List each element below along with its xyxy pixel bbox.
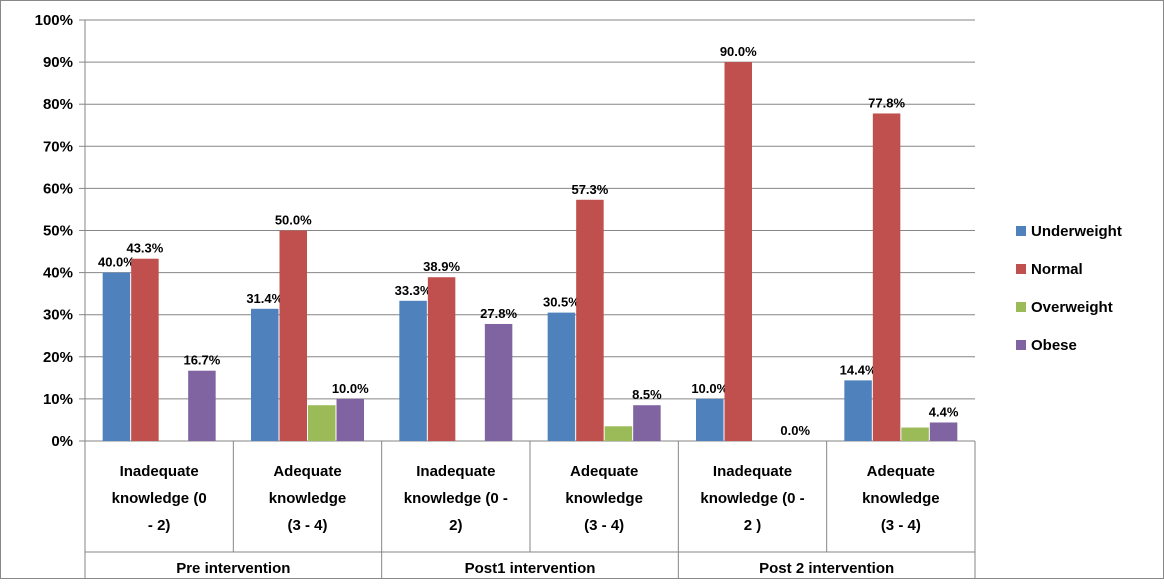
bar-obese — [633, 405, 661, 441]
bar-obese — [484, 323, 513, 441]
group-label: Post 2 intervention — [759, 560, 894, 577]
y-tick-label: 30% — [43, 307, 73, 324]
bar-obese — [188, 370, 216, 441]
bar-normal — [427, 277, 456, 441]
bar-overweight — [604, 426, 633, 441]
category-label: Adequate — [867, 463, 935, 480]
data-label: 38.9% — [423, 259, 460, 274]
category-label: 2) — [449, 517, 462, 534]
legend-label: Normal — [1031, 261, 1083, 278]
legend-label: Overweight — [1031, 299, 1113, 316]
bar-underweight — [844, 380, 872, 441]
bar-underweight — [399, 300, 427, 441]
y-tick-label: 20% — [43, 349, 73, 366]
bar-normal — [872, 113, 901, 441]
data-label: 14.4% — [840, 362, 877, 377]
data-label: 33.3% — [395, 283, 432, 298]
category-label: Adequate — [273, 463, 341, 480]
y-tick-label: 50% — [43, 223, 73, 240]
data-label: 40.0% — [98, 255, 135, 270]
data-label: 31.4% — [246, 291, 283, 306]
y-tick-label: 0% — [51, 433, 73, 450]
category-label: knowledge (0 — [112, 490, 207, 507]
bar-normal — [576, 199, 604, 441]
data-label: 10.0% — [332, 381, 369, 396]
category-label: Inadequate — [416, 463, 495, 480]
y-tick-label: 80% — [43, 96, 73, 113]
legend-swatch-normal — [1016, 264, 1026, 274]
category-label: knowledge (0 - — [700, 490, 804, 507]
data-label: 4.4% — [929, 404, 959, 419]
category-label: knowledge (0 - — [404, 490, 508, 507]
data-label: 16.7% — [183, 353, 220, 368]
bar-overweight — [308, 405, 336, 441]
data-label: 57.3% — [571, 182, 608, 197]
y-tick-label: 100% — [35, 12, 73, 29]
category-label: Adequate — [570, 463, 638, 480]
data-label: 90.0% — [720, 44, 757, 59]
data-label: 50.0% — [275, 213, 312, 228]
y-tick-label: 10% — [43, 391, 73, 408]
bar-normal — [724, 62, 752, 441]
bar-overweight — [901, 427, 929, 441]
legend-swatch-underweight — [1016, 226, 1026, 236]
y-tick-label: 70% — [43, 138, 73, 155]
category-label: (3 - 4) — [287, 517, 327, 534]
bar-underweight — [102, 272, 131, 441]
data-label: 77.8% — [868, 95, 905, 110]
data-label: 10.0% — [691, 381, 728, 396]
legend-label: Obese — [1031, 337, 1077, 354]
data-label: 43.3% — [126, 241, 163, 256]
bar-obese — [929, 422, 958, 441]
y-tick-label: 40% — [43, 265, 73, 282]
category-label: - 2) — [148, 517, 171, 534]
category-label: (3 - 4) — [584, 517, 624, 534]
category-label: knowledge — [269, 490, 347, 507]
legend-swatch-overweight — [1016, 302, 1026, 312]
category-label: 2 ) — [744, 517, 762, 534]
category-label: knowledge — [862, 490, 940, 507]
bar-normal — [279, 230, 307, 441]
category-label: (3 - 4) — [881, 517, 921, 534]
legend-swatch-obese — [1016, 340, 1026, 350]
group-label: Pre intervention — [176, 560, 290, 577]
data-label: 0.0% — [780, 423, 810, 438]
bar-underweight — [547, 312, 576, 441]
legend-label: Underweight — [1031, 223, 1122, 240]
bar-normal — [131, 258, 159, 441]
category-label: Inadequate — [120, 463, 199, 480]
category-label: Inadequate — [713, 463, 792, 480]
group-label: Post1 intervention — [465, 560, 596, 577]
bar-underweight — [251, 308, 279, 441]
bar-obese — [336, 398, 364, 441]
data-label: 8.5% — [632, 387, 662, 402]
y-tick-label: 90% — [43, 54, 73, 71]
data-label: 30.5% — [543, 295, 580, 310]
bar-underweight — [696, 398, 724, 441]
category-label: knowledge — [565, 490, 643, 507]
data-label: 27.8% — [480, 306, 517, 321]
y-tick-label: 60% — [43, 180, 73, 197]
